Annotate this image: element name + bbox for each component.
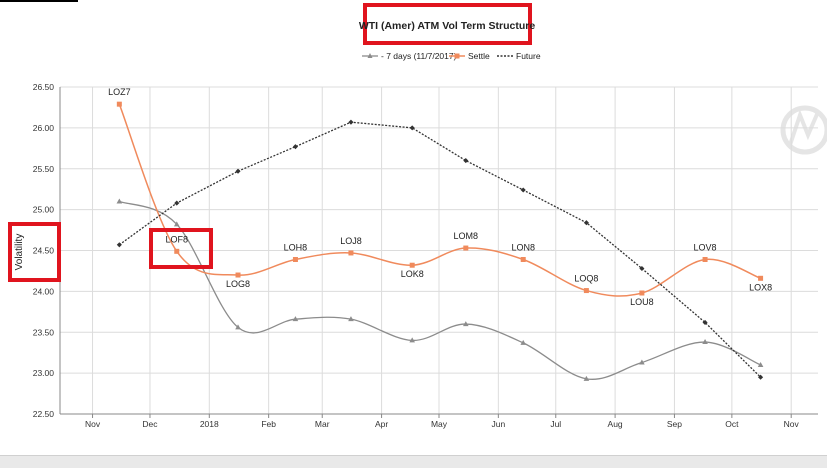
title-highlight-box bbox=[363, 3, 532, 45]
y-tick-label: 26.50 bbox=[33, 82, 55, 92]
series-future bbox=[116, 119, 764, 380]
y-tick-label: 23.00 bbox=[33, 368, 55, 378]
top-divider bbox=[0, 0, 78, 2]
series-7-days-11-7-2017 bbox=[116, 198, 764, 381]
y-tick-label: 25.00 bbox=[33, 205, 55, 215]
settle-point-label: LOU8 bbox=[630, 297, 654, 307]
settle-point bbox=[235, 272, 241, 278]
point-labels: LOZ7 LOF8 LOG8 LOH8 LOJ8 LOK8 LOM8 LON8 LOQ8 LOU8… bbox=[108, 87, 772, 307]
future-point bbox=[116, 242, 122, 248]
lof8-highlight-box bbox=[149, 228, 213, 269]
seven-days-point bbox=[757, 361, 764, 367]
legend-label: - 7 days (11/7/2017) bbox=[381, 51, 457, 61]
future-point bbox=[758, 374, 764, 380]
x-tick-label: Dec bbox=[142, 419, 158, 429]
seven-days-point bbox=[409, 337, 416, 343]
future-point bbox=[702, 319, 708, 325]
settle-point-label: LOV8 bbox=[694, 242, 717, 252]
x-tick-label: May bbox=[431, 419, 448, 429]
seven-days-point bbox=[702, 339, 708, 345]
x-tick-label: 2018 bbox=[200, 419, 219, 429]
settle-point-label: LON8 bbox=[511, 242, 535, 252]
ylabel-highlight-box bbox=[8, 222, 61, 282]
seven-days-point bbox=[116, 198, 123, 204]
settle-point bbox=[702, 256, 708, 262]
settle-point-label: LOQ8 bbox=[574, 274, 598, 284]
settle-point-label: LOX8 bbox=[749, 282, 772, 292]
seven-days-point bbox=[348, 316, 354, 322]
seven-days-point bbox=[639, 359, 645, 365]
x-tick-label: Jul bbox=[550, 419, 561, 429]
y-axis-title-area: Volatility bbox=[8, 222, 61, 282]
chart-title: WTI (Amer) ATM Vol Term Structure bbox=[359, 20, 536, 32]
settle-point bbox=[583, 288, 589, 294]
x-tick-label: Oct bbox=[725, 419, 739, 429]
future-point bbox=[520, 187, 526, 193]
y-axis-title: Volatility bbox=[14, 234, 25, 271]
x-tick-label: Sep bbox=[667, 419, 682, 429]
settle-point bbox=[116, 101, 122, 107]
future-point bbox=[235, 168, 241, 174]
settle-point bbox=[409, 262, 415, 268]
settle-point bbox=[348, 250, 354, 256]
y-tick-label: 26.00 bbox=[33, 123, 55, 133]
future-point bbox=[463, 158, 469, 164]
seven-days-point bbox=[173, 221, 180, 227]
bottom-scroll-bar bbox=[0, 455, 827, 468]
y-tick-label: 24.50 bbox=[33, 246, 55, 256]
series-lines bbox=[116, 101, 764, 381]
x-tick-label: Aug bbox=[608, 419, 623, 429]
future-point bbox=[174, 200, 180, 206]
y-tick-label: 25.50 bbox=[33, 164, 55, 174]
settle-point bbox=[758, 275, 764, 281]
series-line-future bbox=[118, 121, 762, 378]
legend-label: Future bbox=[516, 51, 541, 61]
watermark-logo bbox=[780, 105, 827, 155]
series-settle bbox=[116, 101, 764, 297]
x-tick-label: Feb bbox=[261, 419, 276, 429]
x-tick-label: Nov bbox=[85, 419, 101, 429]
y-tick-label: 24.00 bbox=[33, 286, 55, 296]
settle-point-label: LOJ8 bbox=[340, 236, 362, 246]
settle-point-label: LOK8 bbox=[401, 269, 424, 279]
x-tick-label: Mar bbox=[315, 419, 330, 429]
title-area: WTI (Amer) ATM Vol Term Structure bbox=[359, 3, 536, 45]
settle-point bbox=[292, 256, 298, 262]
seven-days-point bbox=[235, 324, 241, 330]
y-tick-label: 23.50 bbox=[33, 327, 55, 337]
x-tick-label: Jun bbox=[491, 419, 505, 429]
settle-point bbox=[639, 290, 645, 296]
settle-point-label: LOF8 bbox=[166, 234, 189, 244]
settle-point bbox=[520, 256, 526, 262]
x-tick-label: Nov bbox=[784, 419, 800, 429]
seven-days-point bbox=[583, 375, 590, 381]
legend-item: Future bbox=[497, 51, 541, 61]
future-point bbox=[292, 144, 298, 150]
y-tick-label: 22.50 bbox=[33, 409, 55, 419]
seven-days-point bbox=[520, 339, 527, 345]
legend: - 7 days (11/7/2017) Settle Future bbox=[362, 51, 541, 61]
series-line-7days bbox=[119, 200, 761, 380]
legend-item: - 7 days (11/7/2017) bbox=[362, 51, 457, 61]
settle-point-label: LOG8 bbox=[226, 279, 250, 289]
seven-days-point bbox=[292, 316, 299, 322]
legend-marker bbox=[454, 53, 460, 59]
settle-point bbox=[463, 245, 469, 251]
settle-point-label: LOZ7 bbox=[108, 87, 131, 97]
legend-marker bbox=[367, 53, 373, 58]
settle-point-label: LOM8 bbox=[454, 231, 479, 241]
seven-days-point bbox=[462, 321, 469, 327]
future-point bbox=[348, 119, 354, 125]
future-point bbox=[639, 265, 645, 272]
legend-label: Settle bbox=[468, 51, 490, 61]
legend-item: Settle bbox=[449, 51, 490, 61]
x-tick-label: Apr bbox=[375, 419, 388, 429]
series-line-settle bbox=[118, 103, 761, 297]
settle-point bbox=[174, 248, 180, 254]
settle-point-label: LOH8 bbox=[284, 242, 308, 252]
future-point bbox=[583, 220, 589, 226]
